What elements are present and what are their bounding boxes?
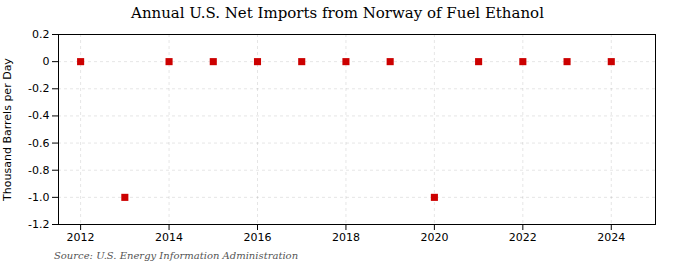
html-text:Source: U.S. Energy Informatio: Source: U.S. Energy Information Administ… xyxy=(54,250,299,261)
svg-text:2020: 2020 xyxy=(420,231,448,244)
svg-text:-0.2: -0.2 xyxy=(28,82,49,95)
svg-text:-1.2: -1.2 xyxy=(28,218,49,231)
svg-text:-0.8: -0.8 xyxy=(28,164,49,177)
svg-text:-0.4: -0.4 xyxy=(28,109,49,122)
svg-text:0.2: 0.2 xyxy=(32,28,50,41)
svg-text:2016: 2016 xyxy=(244,231,272,244)
svg-text:-1.0: -1.0 xyxy=(28,191,49,204)
svg-text:0: 0 xyxy=(43,55,50,68)
svg-text:2024: 2024 xyxy=(597,231,625,244)
svg-text:2018: 2018 xyxy=(332,231,360,244)
svg-text:2012: 2012 xyxy=(67,231,95,244)
svg-text:2022: 2022 xyxy=(509,231,537,244)
svg-text:Thousand Barrels per Day: Thousand Barrels per Day xyxy=(1,58,14,202)
html-text:Annual U.S. Net Imports from N: Annual U.S. Net Imports from Norway of F… xyxy=(131,4,544,22)
svg-text:-0.6: -0.6 xyxy=(28,137,49,150)
svg-text:2014: 2014 xyxy=(155,231,183,244)
